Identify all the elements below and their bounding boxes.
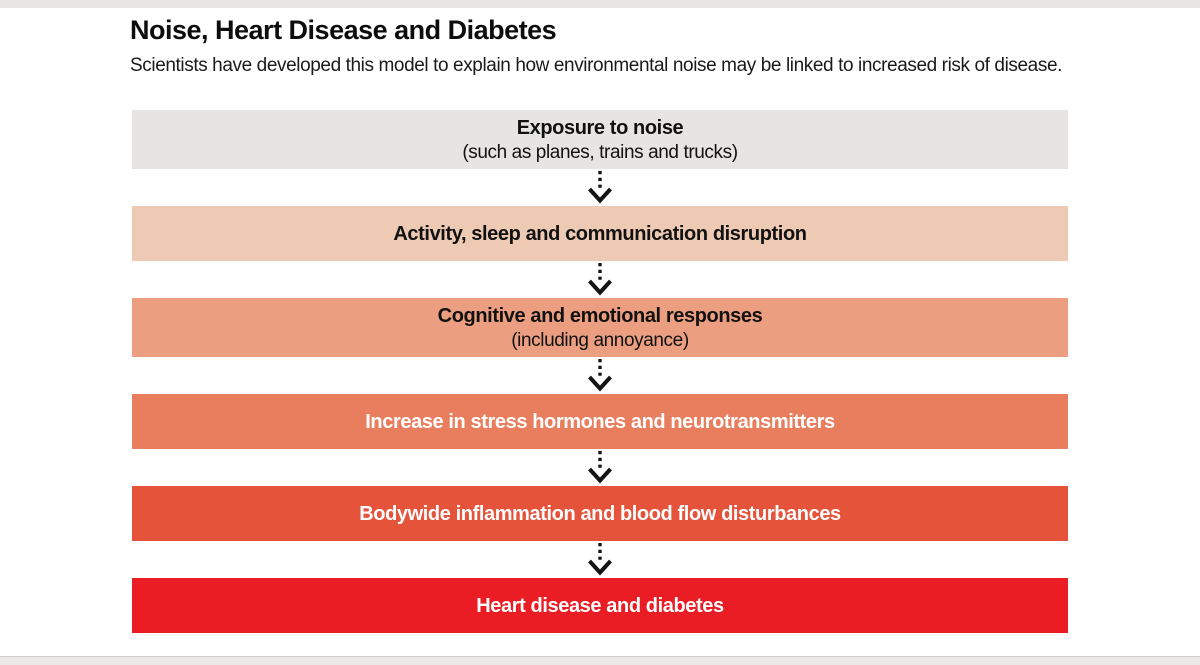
top-border bbox=[0, 0, 1200, 8]
step-label: Cognitive and emotional responses bbox=[437, 304, 763, 327]
connector bbox=[583, 449, 617, 486]
header: Noise, Heart Disease and Diabetes Scient… bbox=[130, 15, 1170, 77]
step-cognitive-emotional: Cognitive and emotional responses (inclu… bbox=[132, 298, 1068, 357]
connector bbox=[583, 541, 617, 578]
connector bbox=[583, 169, 617, 206]
step-sublabel: (including annoyance) bbox=[511, 329, 689, 351]
step-label: Exposure to noise bbox=[516, 116, 684, 139]
step-label: Bodywide inflammation and blood flow dis… bbox=[359, 502, 841, 525]
step-label: Activity, sleep and communication disrup… bbox=[393, 222, 807, 245]
dotted-down-arrow-icon bbox=[588, 451, 612, 484]
connector bbox=[583, 357, 617, 394]
step-sublabel: (such as planes, trains and trucks) bbox=[462, 141, 738, 163]
step-inflammation: Bodywide inflammation and blood flow dis… bbox=[132, 486, 1068, 541]
flow-diagram: Exposure to noise (such as planes, train… bbox=[132, 110, 1068, 633]
dotted-down-arrow-icon bbox=[588, 543, 612, 576]
step-label: Increase in stress hormones and neurotra… bbox=[365, 410, 835, 433]
dotted-down-arrow-icon bbox=[588, 171, 612, 204]
dotted-down-arrow-icon bbox=[588, 263, 612, 296]
step-heart-disease-diabetes: Heart disease and diabetes bbox=[132, 578, 1068, 633]
step-exposure-to-noise: Exposure to noise (such as planes, train… bbox=[132, 110, 1068, 169]
step-disruption: Activity, sleep and communication disrup… bbox=[132, 206, 1068, 261]
connector bbox=[583, 261, 617, 298]
bottom-border bbox=[0, 656, 1200, 665]
step-label: Heart disease and diabetes bbox=[476, 594, 724, 617]
page-title: Noise, Heart Disease and Diabetes bbox=[130, 15, 557, 45]
step-stress-hormones: Increase in stress hormones and neurotra… bbox=[132, 394, 1068, 449]
dotted-down-arrow-icon bbox=[588, 359, 612, 392]
page-subtitle: Scientists have developed this model to … bbox=[130, 55, 1062, 76]
